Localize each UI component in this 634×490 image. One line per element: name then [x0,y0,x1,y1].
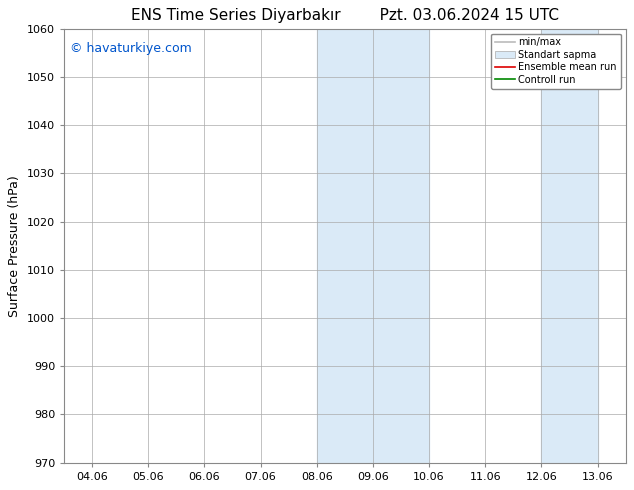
Bar [541,29,598,463]
Bar [317,29,429,463]
Y-axis label: Surface Pressure (hPa): Surface Pressure (hPa) [8,175,22,317]
Text: © havaturkiye.com: © havaturkiye.com [70,42,191,55]
Title: ENS Time Series Diyarbakır        Pzt. 03.06.2024 15 UTC: ENS Time Series Diyarbakır Pzt. 03.06.20… [131,8,559,24]
Legend: min/max, Standart sapma, Ensemble mean run, Controll run: min/max, Standart sapma, Ensemble mean r… [491,33,621,89]
